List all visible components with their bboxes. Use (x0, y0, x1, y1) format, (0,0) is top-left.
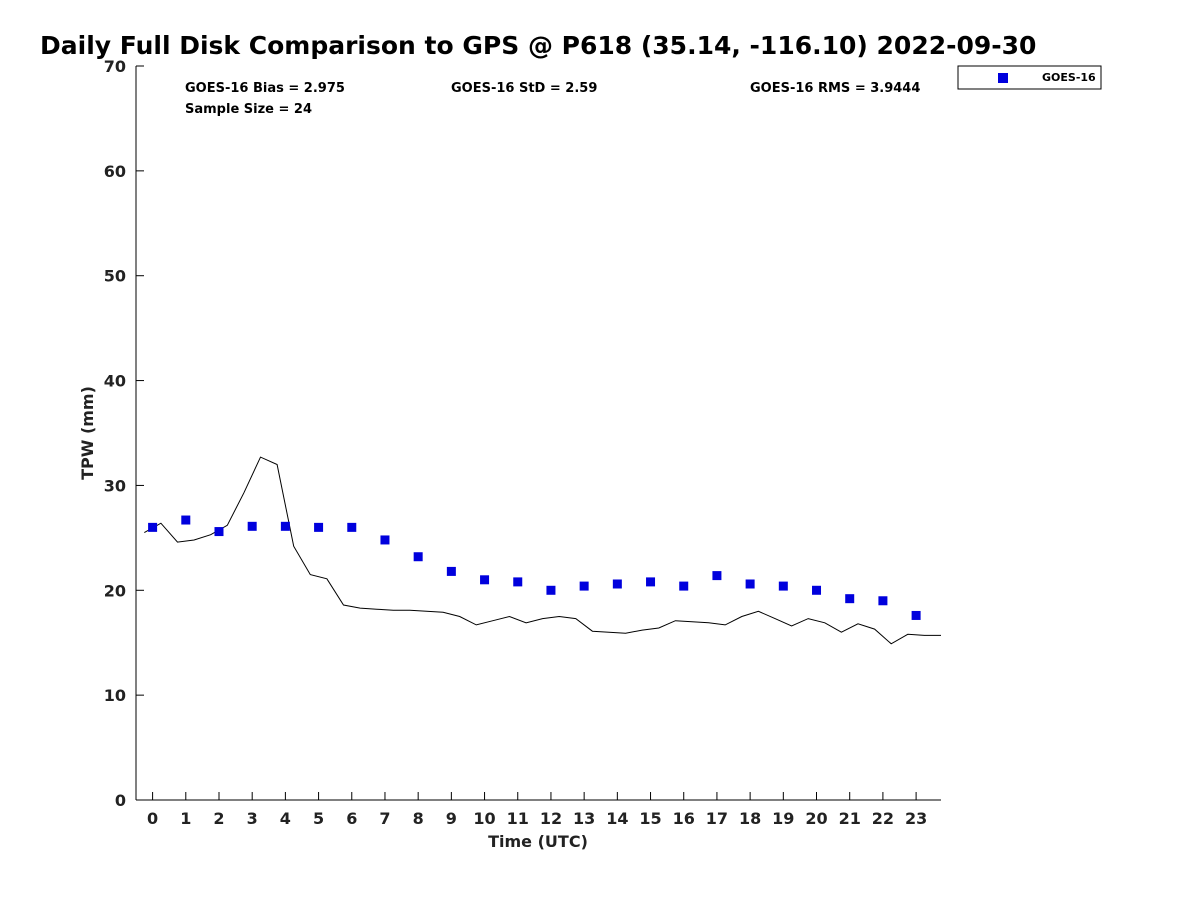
x-tick-label: 20 (805, 809, 827, 828)
x-tick-label: 23 (905, 809, 927, 828)
goes16-point (446, 566, 456, 576)
y-tick-label: 0 (115, 791, 126, 810)
stat-std: GOES-16 StD = 2.59 (451, 81, 597, 96)
x-tick-label: 8 (413, 809, 424, 828)
goes16-point (148, 522, 158, 532)
goes16-point (247, 521, 257, 531)
gps-series-line (144, 456, 941, 645)
goes16-point (878, 596, 888, 606)
x-ticks: 0 1 2 3 4 5 6 7 8 9 10 11 12 13 14 15 16 17 18 19 20 21 22 23 (147, 792, 927, 828)
legend-marker-goes16 (998, 73, 1008, 83)
legend: GOES-16 (957, 65, 1102, 90)
x-tick-label: 18 (739, 809, 761, 828)
goes16-point (413, 552, 423, 562)
x-tick-label: 7 (379, 809, 390, 828)
stat-bias: GOES-16 Bias = 2.975 (185, 81, 345, 96)
x-tick-label: 3 (247, 809, 258, 828)
goes16-points (148, 515, 921, 620)
goes16-point (347, 522, 357, 532)
goes16-point (646, 577, 656, 587)
x-tick-label: 15 (639, 809, 661, 828)
x-tick-label: 12 (540, 809, 562, 828)
goes16-point (778, 581, 788, 591)
y-tick-label: 50 (104, 267, 126, 286)
goes16-point (513, 577, 523, 587)
goes16-point (745, 579, 755, 589)
y-tick-label: 20 (104, 581, 126, 600)
x-tick-label: 22 (872, 809, 894, 828)
x-tick-label: 14 (606, 809, 628, 828)
y-tick-label: 40 (104, 372, 126, 391)
x-tick-label: 17 (706, 809, 728, 828)
goes16-point (480, 575, 490, 585)
legend-box (957, 65, 1102, 90)
y-tick-label: 60 (104, 162, 126, 181)
y-tick-label: 10 (104, 686, 126, 705)
goes16-point (612, 579, 622, 589)
y-ticks: 0 10 20 30 40 50 60 70 (104, 57, 144, 810)
x-tick-label: 6 (346, 809, 357, 828)
stat-sample-size: Sample Size = 24 (185, 102, 312, 117)
y-tick-label: 30 (104, 476, 126, 495)
goes16-point (812, 585, 822, 595)
x-tick-label: 1 (180, 809, 191, 828)
goes16-point (911, 610, 921, 620)
goes16-point (280, 521, 290, 531)
x-tick-label: 4 (280, 809, 291, 828)
goes16-point (546, 585, 556, 595)
x-axis-label: Time (UTC) (488, 832, 588, 851)
legend-label-goes16: GOES-16 (1042, 71, 1096, 84)
x-tick-label: 5 (313, 809, 324, 828)
gps-line (144, 456, 941, 645)
goes16-point (712, 571, 722, 581)
chart-title: Daily Full Disk Comparison to GPS @ P618… (40, 31, 1036, 60)
y-axis-label: TPW (mm) (78, 386, 97, 480)
goes16-point (214, 527, 224, 537)
goes16-point (181, 515, 191, 525)
y-tick-label: 70 (104, 57, 126, 76)
goes16-point (845, 594, 855, 604)
x-tick-label: 10 (473, 809, 495, 828)
x-tick-label: 2 (213, 809, 224, 828)
goes16-point (579, 581, 589, 591)
stat-rms: GOES-16 RMS = 3.9444 (750, 81, 920, 96)
x-tick-label: 13 (573, 809, 595, 828)
x-tick-label: 9 (446, 809, 457, 828)
goes16-point (679, 581, 689, 591)
x-tick-label: 21 (839, 809, 861, 828)
x-tick-label: 16 (673, 809, 695, 828)
x-tick-label: 19 (772, 809, 794, 828)
goes16-point (380, 535, 390, 545)
x-tick-label: 11 (507, 809, 529, 828)
x-tick-label: 0 (147, 809, 158, 828)
plot-area (135, 66, 941, 801)
goes16-point (314, 522, 324, 532)
